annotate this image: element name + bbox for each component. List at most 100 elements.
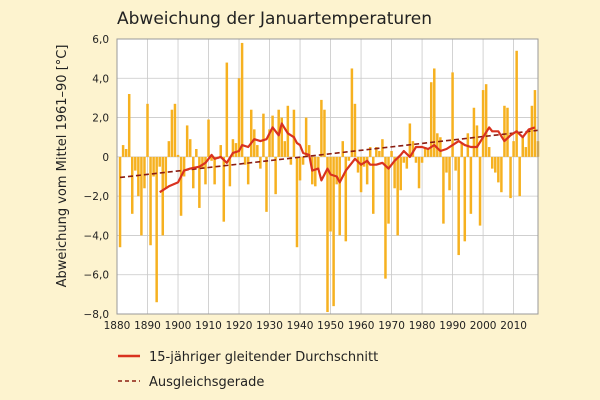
bar [219,145,222,157]
bar [182,156,186,177]
bar [429,82,433,157]
bar [521,137,524,157]
y-axis-ticks: 6,0 4,0 2,0 0 −2,0 −4,0 −6,0 −8,0 [84,34,110,321]
y-tick-label: −6,0 [84,270,110,282]
bar [451,72,454,157]
bar [210,156,213,161]
bar [365,156,369,185]
trend-line [119,129,539,179]
bar [314,156,317,187]
bar [271,115,274,157]
bar [253,129,256,157]
bar [146,103,149,157]
bar [225,62,229,157]
bar [372,156,375,214]
y-tick-label: 0 [102,152,109,164]
bar [304,117,308,157]
bar [149,156,152,246]
x-tick-label: 1920 [226,320,253,332]
bar [344,156,348,242]
bar [127,94,131,157]
bar [204,156,207,185]
bar [396,156,399,236]
bar [307,145,311,157]
bar [405,156,409,169]
bar [350,68,354,157]
bar [298,156,302,181]
bar [475,125,479,157]
bar [164,156,168,189]
bar [353,103,357,157]
bar [332,156,335,307]
x-tick-label: 1880 [104,320,131,332]
bar [494,156,497,173]
bar [167,141,171,157]
bar [195,149,198,157]
bar [283,141,287,157]
bar [497,156,500,183]
bar [134,156,137,171]
x-tick-label: 2010 [500,320,527,332]
bar [487,147,491,157]
bar [515,50,518,157]
bar [484,84,488,157]
bar [280,117,283,157]
plot-frame [116,38,539,315]
bar [445,156,448,173]
bar [442,156,445,224]
x-tick-label: 1910 [195,320,222,332]
bar [243,156,247,165]
x-tick-label: 2000 [470,320,497,332]
bar [463,156,467,242]
y-axis-label: Abweichung vom Mittel 1961–90 [°C] [55,45,70,288]
x-tick-label: 1950 [317,320,344,332]
bar [359,156,363,193]
bar [518,156,521,197]
bar [408,123,412,157]
bar [259,156,262,169]
bar [140,156,143,236]
legend-label-trend: Ausgleichsgerade [149,375,264,390]
bar [530,105,534,157]
bar [222,156,226,222]
bar [347,156,351,161]
bar [457,156,460,256]
bar [368,147,372,157]
bar [265,156,268,212]
bar [152,156,155,177]
bar [533,90,537,157]
bar [246,156,250,185]
y-tick-label: 4,0 [92,73,109,85]
x-tick-label: 1990 [439,320,466,332]
chart-title: Abweichung der Januartemperaturen [117,9,432,29]
bar [399,156,402,191]
bar [338,156,341,236]
bar [390,150,393,157]
y-tick-label: 6,0 [92,34,109,46]
bar [472,107,476,157]
bar [509,156,512,199]
bar [402,156,406,163]
bar [411,141,415,157]
bar [417,156,421,189]
bar [240,42,244,157]
y-tick-label: −8,0 [84,309,110,321]
x-tick-label: 1970 [378,320,405,332]
bar [185,125,189,157]
moving-average-line [159,122,536,194]
bar [234,143,238,157]
bar [512,141,515,157]
x-tick-label: 1980 [409,320,436,332]
bar [341,141,345,157]
bar [469,156,473,214]
bar [500,156,503,193]
x-tick-label: 1960 [348,320,375,332]
bar [481,90,485,157]
bar [378,150,381,157]
bar [124,149,128,157]
x-tick-label: 1930 [256,320,283,332]
bar [179,156,183,216]
bar [426,149,430,157]
bar [198,156,201,208]
